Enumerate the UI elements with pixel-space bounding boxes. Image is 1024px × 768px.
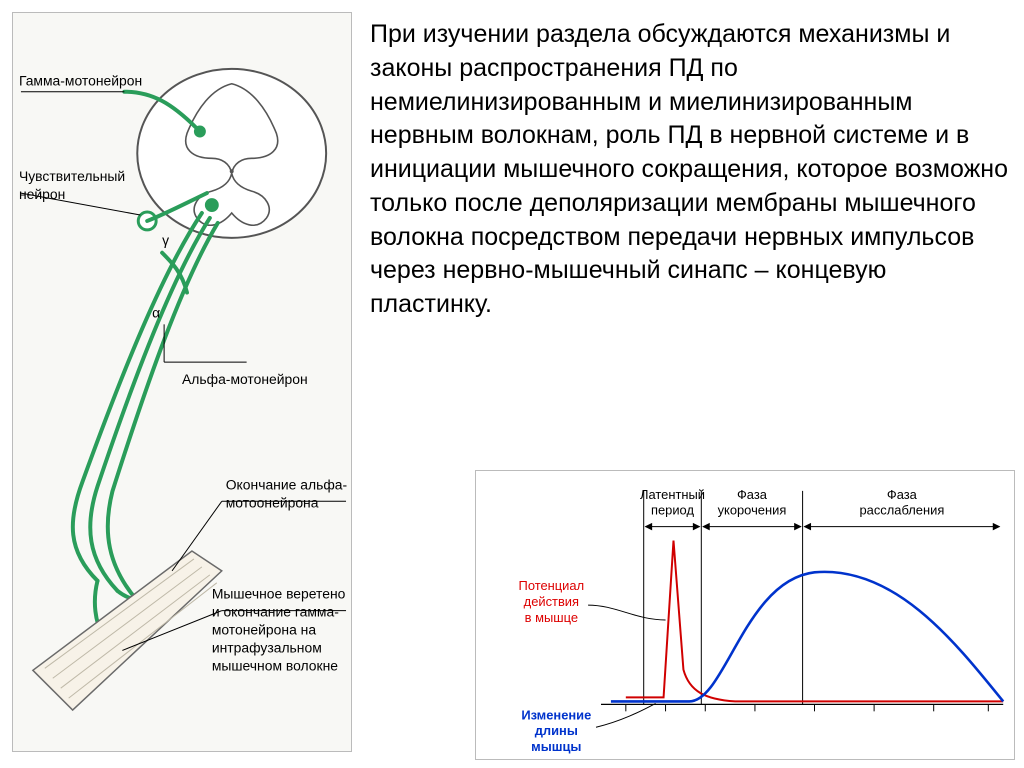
label-ap-l1: Потенциал: [519, 578, 585, 593]
label-len-l1: Изменение: [521, 707, 591, 722]
length-label-group: Изменение длины мышцы: [521, 703, 655, 754]
label-len-l3: мышцы: [531, 739, 581, 754]
label-spindle-l3: мотонейрона на: [212, 622, 317, 638]
ap-curve: [626, 541, 1003, 702]
alpha-symbol-label: α: [152, 304, 160, 320]
label-spindle-l5: мышечном волокне: [212, 657, 338, 673]
label-spindle-l2: и окончание гамма-: [212, 604, 339, 620]
label-alpha-motoneuron: Альфа-мотонейрон: [182, 371, 308, 387]
muscle-icon: [33, 551, 222, 710]
label-gamma-motoneuron: Гамма-мотонейрон: [19, 73, 142, 89]
label-spindle-l4: интрафузальном: [212, 639, 322, 655]
chart-ticks: [626, 704, 988, 711]
contraction-chart-panel: Латентный период Фаза укорочения Фаза ра…: [475, 470, 1015, 760]
label-sensory-l2: нейрон: [19, 186, 65, 202]
page-root: γ α: [0, 0, 1024, 768]
label-len-l2: длины: [535, 723, 578, 738]
contraction-chart-svg: Латентный период Фаза укорочения Фаза ра…: [476, 471, 1014, 759]
label-latent-l1: Латентный: [640, 487, 705, 502]
label-latent-l2: период: [651, 503, 694, 518]
neuron-diagram-panel: γ α: [12, 12, 352, 752]
main-paragraph: При изучении раздела обсуждаются механиз…: [370, 18, 1010, 322]
label-relax-l2: расслабления: [859, 503, 944, 518]
phase-dividers: [644, 491, 803, 705]
label-sensory-l1: Чувствительный: [19, 168, 125, 184]
label-alpha-ending-l1: Окончание альфа-: [226, 476, 348, 492]
gamma-symbol-label: γ: [162, 232, 169, 248]
label-alpha-ending-l2: мотоонейрона: [226, 494, 319, 510]
label-ap-l2: действия: [524, 594, 579, 609]
neuron-diagram-svg: γ α: [13, 13, 351, 751]
label-spindle-l1: Мышечное веретено: [212, 586, 346, 602]
label-shorten-l1: Фаза: [737, 487, 768, 502]
phase-arrows: [646, 524, 1000, 530]
label-relax-l1: Фаза: [887, 487, 918, 502]
label-ap-l3: в мышце: [525, 610, 578, 625]
label-shorten-l2: укорочения: [718, 503, 787, 518]
